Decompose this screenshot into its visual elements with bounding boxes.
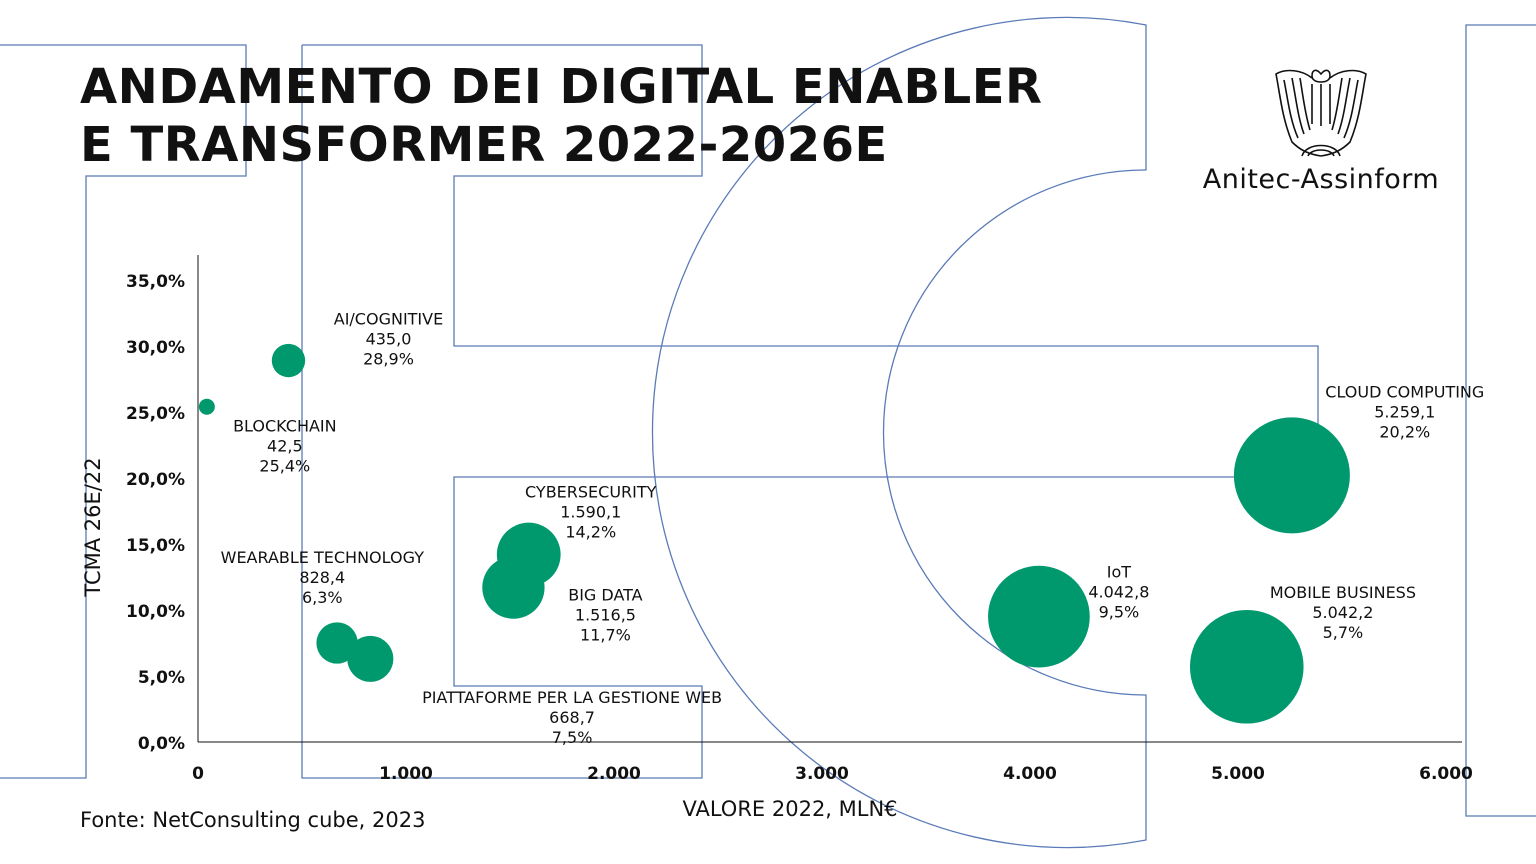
logo-text: Anitec-Assinform bbox=[1202, 164, 1440, 195]
data-label-value: 28,9% bbox=[363, 350, 414, 369]
bubble-point bbox=[271, 343, 306, 378]
logo: Anitec-Assinform bbox=[1196, 64, 1446, 204]
data-label-name: MOBILE BUSINESS bbox=[1270, 583, 1416, 602]
data-label-name: AI/COGNITIVE bbox=[334, 310, 443, 329]
data-label-value: 20,2% bbox=[1379, 422, 1430, 441]
data-label-value: 7,5% bbox=[552, 728, 593, 747]
data-label-name: BLOCKCHAIN bbox=[233, 417, 337, 436]
bubble-point bbox=[1233, 417, 1350, 534]
data-label-value: 668,7 bbox=[549, 708, 595, 727]
x-axis-label: VALORE 2022, MLN€ bbox=[682, 797, 897, 821]
chart-axes: 0,0% 5,0% 10,0% 15,0% 20,0% 25,0% 30,0% 35,0% 0 1… bbox=[126, 255, 1473, 784]
y-tick-label: 15,0% bbox=[126, 536, 185, 556]
data-label-value: 14,2% bbox=[565, 523, 616, 542]
title-line-2: E TRANSFORMER 2022-2026E bbox=[80, 117, 888, 173]
data-label-value: 5.259,1 bbox=[1374, 402, 1435, 421]
y-tick-label: 25,0% bbox=[126, 404, 185, 424]
bubble-point bbox=[482, 556, 545, 619]
data-label-name: CLOUD COMPUTING bbox=[1325, 382, 1484, 401]
bubble-point bbox=[198, 398, 215, 415]
x-tick-label: 5.000 bbox=[1211, 764, 1265, 784]
data-label-value: 11,7% bbox=[580, 626, 631, 645]
y-tick-label: 35,0% bbox=[126, 272, 185, 292]
x-tick-label: 6.000 bbox=[1419, 764, 1473, 784]
data-label-value: 1.590,1 bbox=[560, 503, 621, 522]
data-label-name: PIATTAFORME PER LA GESTIONE WEB bbox=[422, 688, 722, 707]
y-tick-label: 0,0% bbox=[138, 734, 185, 754]
data-label-value: 828,4 bbox=[299, 568, 345, 587]
data-label-value: 4.042,8 bbox=[1088, 583, 1149, 602]
x-tick-label: 4.000 bbox=[1003, 764, 1057, 784]
x-tick-label: 0 bbox=[192, 764, 204, 784]
chart-bubbles bbox=[198, 343, 1350, 724]
x-tick-label: 3.000 bbox=[795, 764, 849, 784]
bubble-point bbox=[347, 635, 394, 682]
source-note: Fonte: NetConsulting cube, 2023 bbox=[80, 808, 426, 832]
bubble-point bbox=[988, 565, 1090, 668]
y-tick-label: 10,0% bbox=[126, 602, 185, 622]
data-label-value: 5.042,2 bbox=[1312, 603, 1373, 622]
data-label-value: 9,5% bbox=[1099, 603, 1140, 622]
y-tick-label: 30,0% bbox=[126, 338, 185, 358]
title-line-1: ANDAMENTO DEI DIGITAL ENABLER bbox=[80, 59, 1043, 115]
data-label-value: 1.516,5 bbox=[575, 606, 636, 625]
data-label-value: 25,4% bbox=[259, 457, 310, 476]
bubble-point bbox=[316, 622, 358, 664]
data-label-value: 5,7% bbox=[1323, 623, 1364, 642]
data-label-value: 435,0 bbox=[366, 330, 412, 349]
data-label-name: CYBERSECURITY bbox=[525, 483, 657, 502]
y-tick-label: 20,0% bbox=[126, 470, 185, 490]
eagle-emblem-icon bbox=[1275, 69, 1367, 157]
data-label-name: WEARABLE TECHNOLOGY bbox=[221, 548, 425, 567]
x-tick-label: 1.000 bbox=[379, 764, 433, 784]
y-tick-label: 5,0% bbox=[138, 668, 185, 688]
x-tick-label: 2.000 bbox=[587, 764, 641, 784]
data-label-value: 42,5 bbox=[267, 437, 303, 456]
bubble-point bbox=[1189, 609, 1304, 724]
data-label-value: 6,3% bbox=[302, 588, 343, 607]
y-axis-label: TCMA 26E/22 bbox=[81, 457, 105, 597]
data-label-name: IoT bbox=[1107, 563, 1132, 582]
data-label-name: BIG DATA bbox=[568, 586, 642, 605]
page-title: ANDAMENTO DEI DIGITAL ENABLER E TRANSFOR… bbox=[80, 58, 1042, 174]
